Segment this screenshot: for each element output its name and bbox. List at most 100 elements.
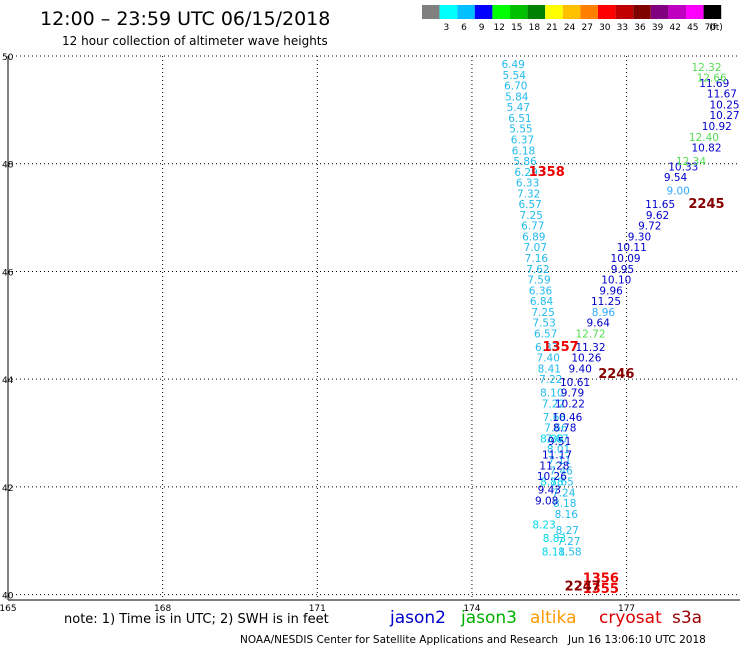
wave-height-label: 8.18 (553, 498, 576, 510)
scale-label: 39 (652, 23, 664, 33)
wave-height-label: 6.49 (501, 59, 524, 71)
wave-height-label: 6.36 (529, 285, 553, 297)
wave-height-label: 10.09 (611, 253, 641, 265)
scale-swatch (457, 5, 475, 19)
pass-time-label: 1358 (529, 165, 565, 180)
data-labels: 6.495.546.705.845.476.515.556.376.185.86… (501, 59, 739, 597)
scale-label: 70 (705, 23, 717, 33)
scale-label: 33 (617, 23, 628, 33)
wave-height-label: 9.30 (628, 231, 651, 243)
wave-height-label: 12.66 (697, 73, 727, 85)
scale-label: 3 (444, 23, 450, 33)
wave-height-label: 10.11 (617, 242, 647, 254)
wave-height-label: 10.10 (601, 275, 631, 287)
wave-height-label: 10.82 (691, 143, 721, 155)
wave-height-label: 10.92 (702, 121, 732, 133)
wave-height-label: 11.25 (591, 296, 621, 308)
wave-height-label: 6.70 (504, 81, 527, 93)
wave-height-label: 8.88 (540, 477, 563, 489)
scale-unit: (ft) (709, 23, 723, 33)
scale-label: 30 (599, 23, 611, 33)
wave-height-label: 6.77 (521, 221, 544, 233)
wave-height-label: 9.40 (569, 363, 592, 375)
wave-height-label: 7.25 (520, 210, 543, 222)
wave-height-label: 7.22 (542, 398, 565, 410)
legend-altika: altika (530, 608, 577, 628)
scale-swatch (492, 5, 510, 19)
wave-height-label: 6.29 (514, 167, 537, 179)
scale-swatch (527, 5, 546, 19)
pass-time-label: 1356 (583, 571, 619, 586)
wave-height-label: 8.58 (558, 547, 581, 559)
wave-height-label: 9.64 (587, 318, 611, 330)
wave-height-label: 8.11 (542, 547, 565, 559)
wave-height-label: 11.69 (699, 78, 729, 90)
scale-label: 6 (461, 23, 467, 33)
legend-s3a: s3a (672, 608, 703, 628)
x-tick-label: 177 (618, 604, 635, 614)
wave-height-label: 11.28 (539, 460, 569, 472)
y-tick-label: 50 (2, 53, 14, 63)
scale-swatch (686, 5, 704, 19)
scale-label: 9 (479, 23, 485, 33)
y-tick-label: 46 (2, 268, 14, 278)
wave-height-label: 10.22 (555, 398, 585, 410)
wave-height-label: 7.65 (550, 477, 573, 489)
pass-time-label: 1357 (543, 340, 579, 355)
scale-label: 21 (546, 23, 557, 33)
y-tick-label: 42 (2, 484, 13, 494)
wave-height-label: 9.95 (611, 264, 634, 276)
wave-height-label: 7.40 (537, 353, 560, 365)
scale-swatch (422, 5, 440, 19)
scale-swatch (598, 5, 616, 19)
wave-height-label: 7.46 (549, 466, 573, 478)
wave-height-label: 8.78 (553, 423, 576, 435)
wave-height-label: 5.55 (509, 124, 532, 136)
pass-time-label: 2247 (565, 580, 601, 595)
wave-height-label: 12.72 (575, 328, 605, 340)
wave-height-label: 10.33 (668, 161, 698, 173)
wave-height-label: 11.65 (645, 199, 675, 211)
wave-height-label: 8.41 (538, 363, 561, 375)
wave-height-label: 12.32 (691, 62, 721, 74)
wave-height-label: 7.25 (531, 307, 554, 319)
wave-height-label: 6.37 (511, 134, 534, 146)
wave-height-label: 10.27 (710, 110, 740, 122)
wave-height-label: 8.10 (540, 388, 563, 400)
wave-height-label: 12.40 (689, 132, 719, 144)
wave-height-label: 9.62 (646, 210, 669, 222)
scale-label: 42 (669, 23, 680, 33)
scale-swatch (474, 5, 493, 19)
wave-height-label: 8.88 (540, 433, 563, 445)
chart-title: 12:00 – 23:59 UTC 06/15/2018 (40, 8, 331, 30)
note-text: note: 1) Time is in UTC; 2) SWH is in fe… (64, 612, 329, 627)
wave-height-label: 6.51 (508, 113, 531, 125)
scale-label: 24 (564, 23, 576, 33)
wave-height-label: 10.26 (571, 353, 601, 365)
wave-height-label: 8.27 (556, 525, 579, 537)
wave-height-label: 9.00 (666, 186, 689, 198)
wave-height-label: 6.18 (512, 145, 535, 157)
x-tick-label: 165 (0, 604, 17, 614)
scale-label: 36 (634, 23, 646, 33)
pass-time-label: 2246 (598, 367, 634, 382)
wave-height-label: 7.27 (557, 536, 580, 548)
wave-height-label: 10.61 (560, 377, 590, 389)
wave-height-label: 6.33 (516, 178, 539, 190)
chart-subtitle: 12 hour collection of altimeter wave hei… (62, 34, 328, 48)
wave-height-label: 12.34 (676, 156, 706, 168)
wave-height-label: 6.57 (518, 199, 541, 211)
x-tick-label: 174 (463, 604, 480, 614)
pass-time-label: 1355 (583, 582, 619, 597)
wave-height-label: 9.72 (638, 221, 661, 233)
pass-time-label: 2245 (688, 197, 724, 212)
wave-height-label: 7.53 (532, 318, 555, 330)
wave-height-label: 8.23 (532, 520, 555, 532)
scale-swatch (562, 5, 581, 19)
color-scale: 3 6 9 12 15 18 21 24 27 30 33 36 39 42 45 70(ft) (422, 5, 723, 33)
wave-height-label: 10.26 (537, 471, 567, 483)
wave-height-label: 9.51 (548, 436, 571, 448)
wave-height-label: 7.32 (517, 188, 540, 200)
wave-height-label: 5.54 (503, 70, 527, 82)
